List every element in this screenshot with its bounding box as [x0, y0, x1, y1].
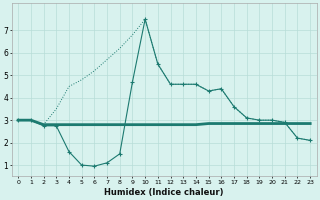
X-axis label: Humidex (Indice chaleur): Humidex (Indice chaleur) [104, 188, 224, 197]
